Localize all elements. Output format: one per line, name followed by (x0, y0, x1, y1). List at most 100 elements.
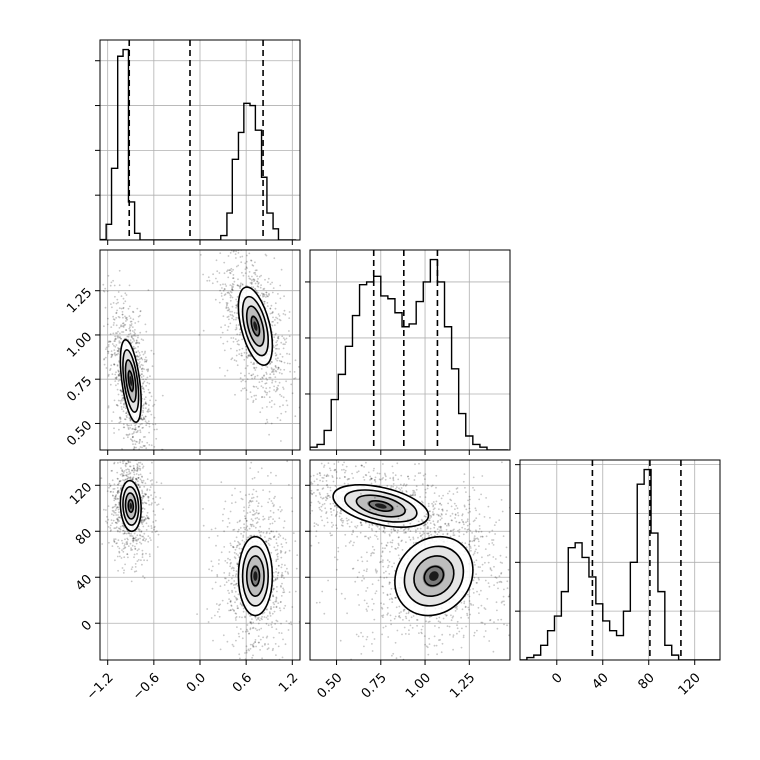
scatter-point (381, 615, 383, 617)
scatter-point (435, 617, 438, 620)
scatter-point (116, 404, 119, 407)
scatter-point (421, 500, 423, 503)
scatter-point (127, 307, 130, 310)
scatter-point (269, 283, 272, 285)
scatter-point (252, 401, 255, 403)
scatter-point (127, 335, 130, 338)
scatter-point (142, 426, 145, 429)
scatter-point (234, 230, 236, 232)
scatter-point (267, 647, 270, 649)
scatter-point (272, 594, 274, 597)
scatter-point (436, 533, 439, 536)
scatter-point (250, 503, 252, 505)
scatter-point (290, 447, 292, 449)
scatter-point (232, 315, 235, 318)
scatter-point (102, 283, 105, 286)
scatter-point (123, 545, 126, 547)
scatter-point (130, 324, 133, 327)
scatter-point (115, 504, 117, 506)
scatter-point (112, 279, 114, 282)
scatter-point (295, 474, 297, 476)
scatter-point (405, 491, 408, 493)
scatter-point (140, 521, 142, 524)
scatter-point (129, 418, 132, 420)
scatter-point (218, 604, 221, 607)
scatter-point (223, 288, 226, 290)
scatter-point (286, 468, 288, 470)
scatter-point (231, 283, 234, 285)
scatter-point (139, 354, 141, 356)
scatter-point (142, 444, 145, 447)
scatter-point (144, 445, 146, 447)
scatter-point (156, 428, 158, 431)
scatter-point (419, 532, 421, 534)
scatter-point (272, 462, 274, 464)
scatter-point (251, 689, 253, 691)
scatter-point (133, 347, 136, 350)
scatter-point (398, 487, 400, 490)
scatter-point (481, 570, 484, 572)
scatter-point (136, 470, 139, 473)
scatter-point (136, 463, 139, 465)
scatter-point (392, 477, 395, 480)
scatter-point (245, 352, 248, 354)
scatter-point (226, 303, 228, 306)
contour-line (245, 305, 265, 347)
scatter-point (236, 605, 239, 607)
histogram-step (520, 468, 720, 660)
scatter-point (128, 433, 131, 435)
scatter-point (270, 623, 273, 626)
scatter-point (137, 345, 140, 348)
scatter-point (323, 474, 326, 477)
scatter-point (152, 405, 155, 407)
scatter-point (140, 357, 143, 359)
scatter-point (274, 600, 277, 603)
scatter-point (144, 436, 146, 438)
scatter-point (405, 531, 407, 534)
scatter-point (153, 446, 156, 448)
scatter-point (248, 632, 251, 635)
scatter-point (131, 326, 134, 328)
scatter-point (118, 421, 121, 424)
contour-line (250, 315, 261, 337)
scatter-point (442, 533, 444, 535)
scatter-point (404, 667, 406, 669)
scatter-point (124, 538, 126, 541)
scatter-point (137, 429, 139, 432)
scatter-point (317, 455, 319, 457)
scatter-point (252, 286, 255, 289)
scatter-point (237, 554, 239, 556)
scatter-point (230, 337, 233, 339)
scatter-point (143, 398, 146, 401)
scatter-point (284, 570, 287, 573)
scatter-point (315, 535, 317, 538)
scatter-point (271, 612, 274, 615)
scatter-point (271, 321, 273, 323)
scatter-point (272, 587, 275, 590)
scatter-point (127, 434, 130, 436)
scatter-point (138, 358, 141, 361)
scatter-point (332, 480, 335, 483)
scatter-point (280, 574, 283, 577)
scatter-point (284, 313, 287, 316)
scatter-point (257, 618, 260, 620)
scatter-point (255, 500, 258, 502)
scatter-point (312, 474, 315, 477)
scatter-point (116, 506, 118, 509)
scatter-point (268, 294, 270, 296)
scatter-point (423, 515, 426, 518)
scatter-point (141, 510, 144, 513)
scatter-point (228, 318, 230, 321)
scatter-point (154, 530, 157, 533)
scatter-point (264, 278, 266, 281)
scatter-point (276, 388, 278, 391)
scatter-point (283, 520, 286, 523)
scatter-point (412, 493, 414, 496)
scatter-point (116, 487, 119, 489)
scatter-point (236, 598, 239, 601)
scatter-point (375, 535, 378, 538)
scatter-point (265, 382, 268, 384)
scatter-point (252, 642, 255, 645)
scatter-point (154, 399, 157, 402)
